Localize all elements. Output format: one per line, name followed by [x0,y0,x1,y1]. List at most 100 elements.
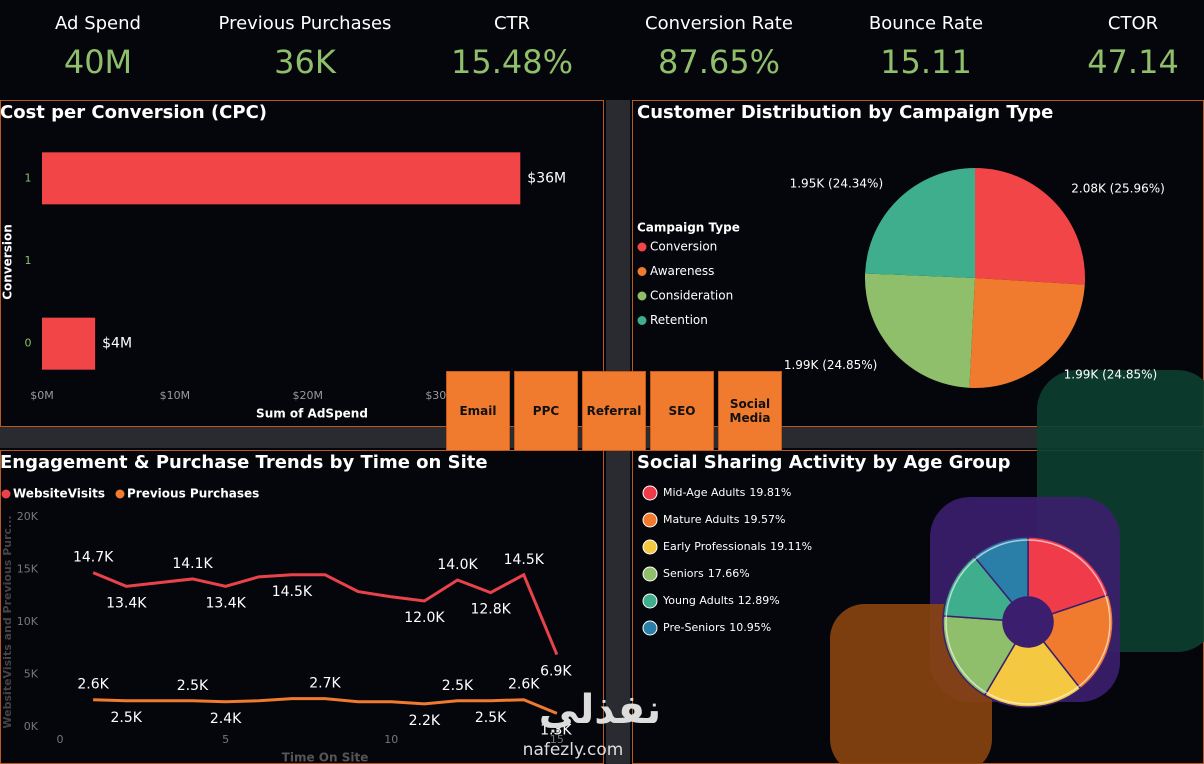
data-label: 2.2K [409,713,441,729]
data-label: 14.1K [172,556,213,572]
chart-title: Engagement & Purchase Trends by Time on … [0,452,488,473]
legend-label: Young Adults [662,594,734,607]
legend-marker [642,566,658,582]
data-label: 1.95K (24.34%) [790,177,884,191]
x-tick-label: $10M [160,389,191,402]
pie-slice [969,278,1085,388]
bar [42,317,96,370]
data-label: $4M [102,336,132,352]
data-label: 2.4K [210,711,242,727]
legend-value: 17.66% [708,567,750,580]
y-tick-label: 0 [25,337,32,350]
slicer-button[interactable]: PPC [514,371,578,451]
slicer-button[interactable]: SEO [650,371,714,451]
data-label: 2.6K [77,677,109,693]
data-label: 1.99K (24.85%) [1064,368,1158,382]
data-label: 13.4K [205,595,246,611]
y-tick-label: 20K [17,510,39,523]
x-tick-label: 10 [384,733,398,746]
slicer-button[interactable]: Email [446,371,510,451]
chart-title: Cost per Conversion (CPC) [0,102,267,123]
data-label: 2.5K [442,678,474,694]
chart-title: Social Sharing Activity by Age Group [637,452,1011,473]
legend-label: Conversion [650,240,717,254]
legend-label: Awareness [650,264,714,278]
data-label: 2.6K [508,677,540,693]
kpi-value: 15.48% [451,43,573,81]
slicer-button[interactable]: Social Media [718,371,782,451]
kpi-value: 15.11 [880,43,972,81]
legend-label: Previous Purchases [127,487,259,501]
legend-marker [642,539,658,555]
kpi-value: 47.14 [1087,43,1179,81]
legend-marker [1,489,11,499]
data-label: 12.0K [404,610,445,626]
legend-label: Mid-Age Adults [663,486,746,499]
data-label: 2.5K [177,678,209,694]
legend-label: Consideration [650,289,733,303]
line [92,571,559,656]
kpi-label: Conversion Rate [645,13,793,34]
legend-marker [642,593,658,609]
y-axis-label: WebsiteVisits and Previous Purc... [1,515,14,728]
kpi-value: 87.65% [658,43,780,81]
donut-ring [945,539,1111,705]
legend-label: Seniors [663,567,704,580]
x-axis-label: Time On Site [282,751,369,764]
legend-value: 19.11% [770,540,812,553]
data-label: 13.4K [106,595,147,611]
y-tick-label: 0K [24,720,39,733]
legend-value: 12.89% [738,594,780,607]
legend-label: Retention [650,313,708,327]
y-axis-label: Conversion [1,224,15,300]
kpi-label: CTR [494,13,530,34]
pie-slice [865,168,975,278]
legend-value: 19.57% [743,513,785,526]
data-label: 2.7K [309,676,341,692]
chart-title: Customer Distribution by Campaign Type [637,102,1053,123]
legend-marker [642,485,658,501]
data-label: 14.0K [437,557,478,573]
data-label: $36M [527,170,566,186]
data-label: 14.7K [73,550,114,566]
kpi-value: 40M [64,43,132,81]
watermark-logo: نفذلي [539,687,661,733]
data-label: 1.3K [540,722,572,738]
legend-label: Pre-Seniors [663,621,725,634]
panel [0,450,604,764]
data-label: 14.5K [504,552,545,568]
watermark-site: nafezly.com [523,740,624,760]
data-label: 2.08K (25.96%) [1071,181,1165,195]
pie-slice [975,168,1085,285]
x-axis-label: Sum of AdSpend [256,407,368,421]
legend-label: Mature Adults [663,513,740,526]
y-tick-label: 5K [24,668,39,681]
x-tick-label: $0M [30,389,54,402]
kpi-label: Ad Spend [55,13,141,34]
legend-marker [637,267,647,276]
x-tick-label: 5 [222,733,229,746]
kpi-label: Bounce Rate [869,13,983,34]
x-tick-label: 15 [550,733,564,746]
bar [42,152,521,205]
slicer-button[interactable]: Referral [582,371,646,451]
y-tick-label: 10K [17,615,39,628]
legend-marker [637,242,647,252]
legend-marker [637,291,647,301]
legend-title: Campaign Type [637,221,740,235]
legend-label: WebsiteVisits [13,487,105,501]
data-label: 12.8K [470,602,511,618]
y-tick-label: 1 [25,254,32,267]
legend-marker [642,512,658,528]
legend-marker [642,620,658,636]
data-label: 2.5K [475,710,507,726]
legend-value: 10.95% [729,621,771,634]
legend-marker [637,316,647,325]
legend-label: Early Professionals [663,540,766,553]
kpi-label: Previous Purchases [219,13,392,34]
legend-marker [115,489,125,499]
kpi-value: 36K [274,43,337,81]
data-label: 6.9K [540,664,572,680]
